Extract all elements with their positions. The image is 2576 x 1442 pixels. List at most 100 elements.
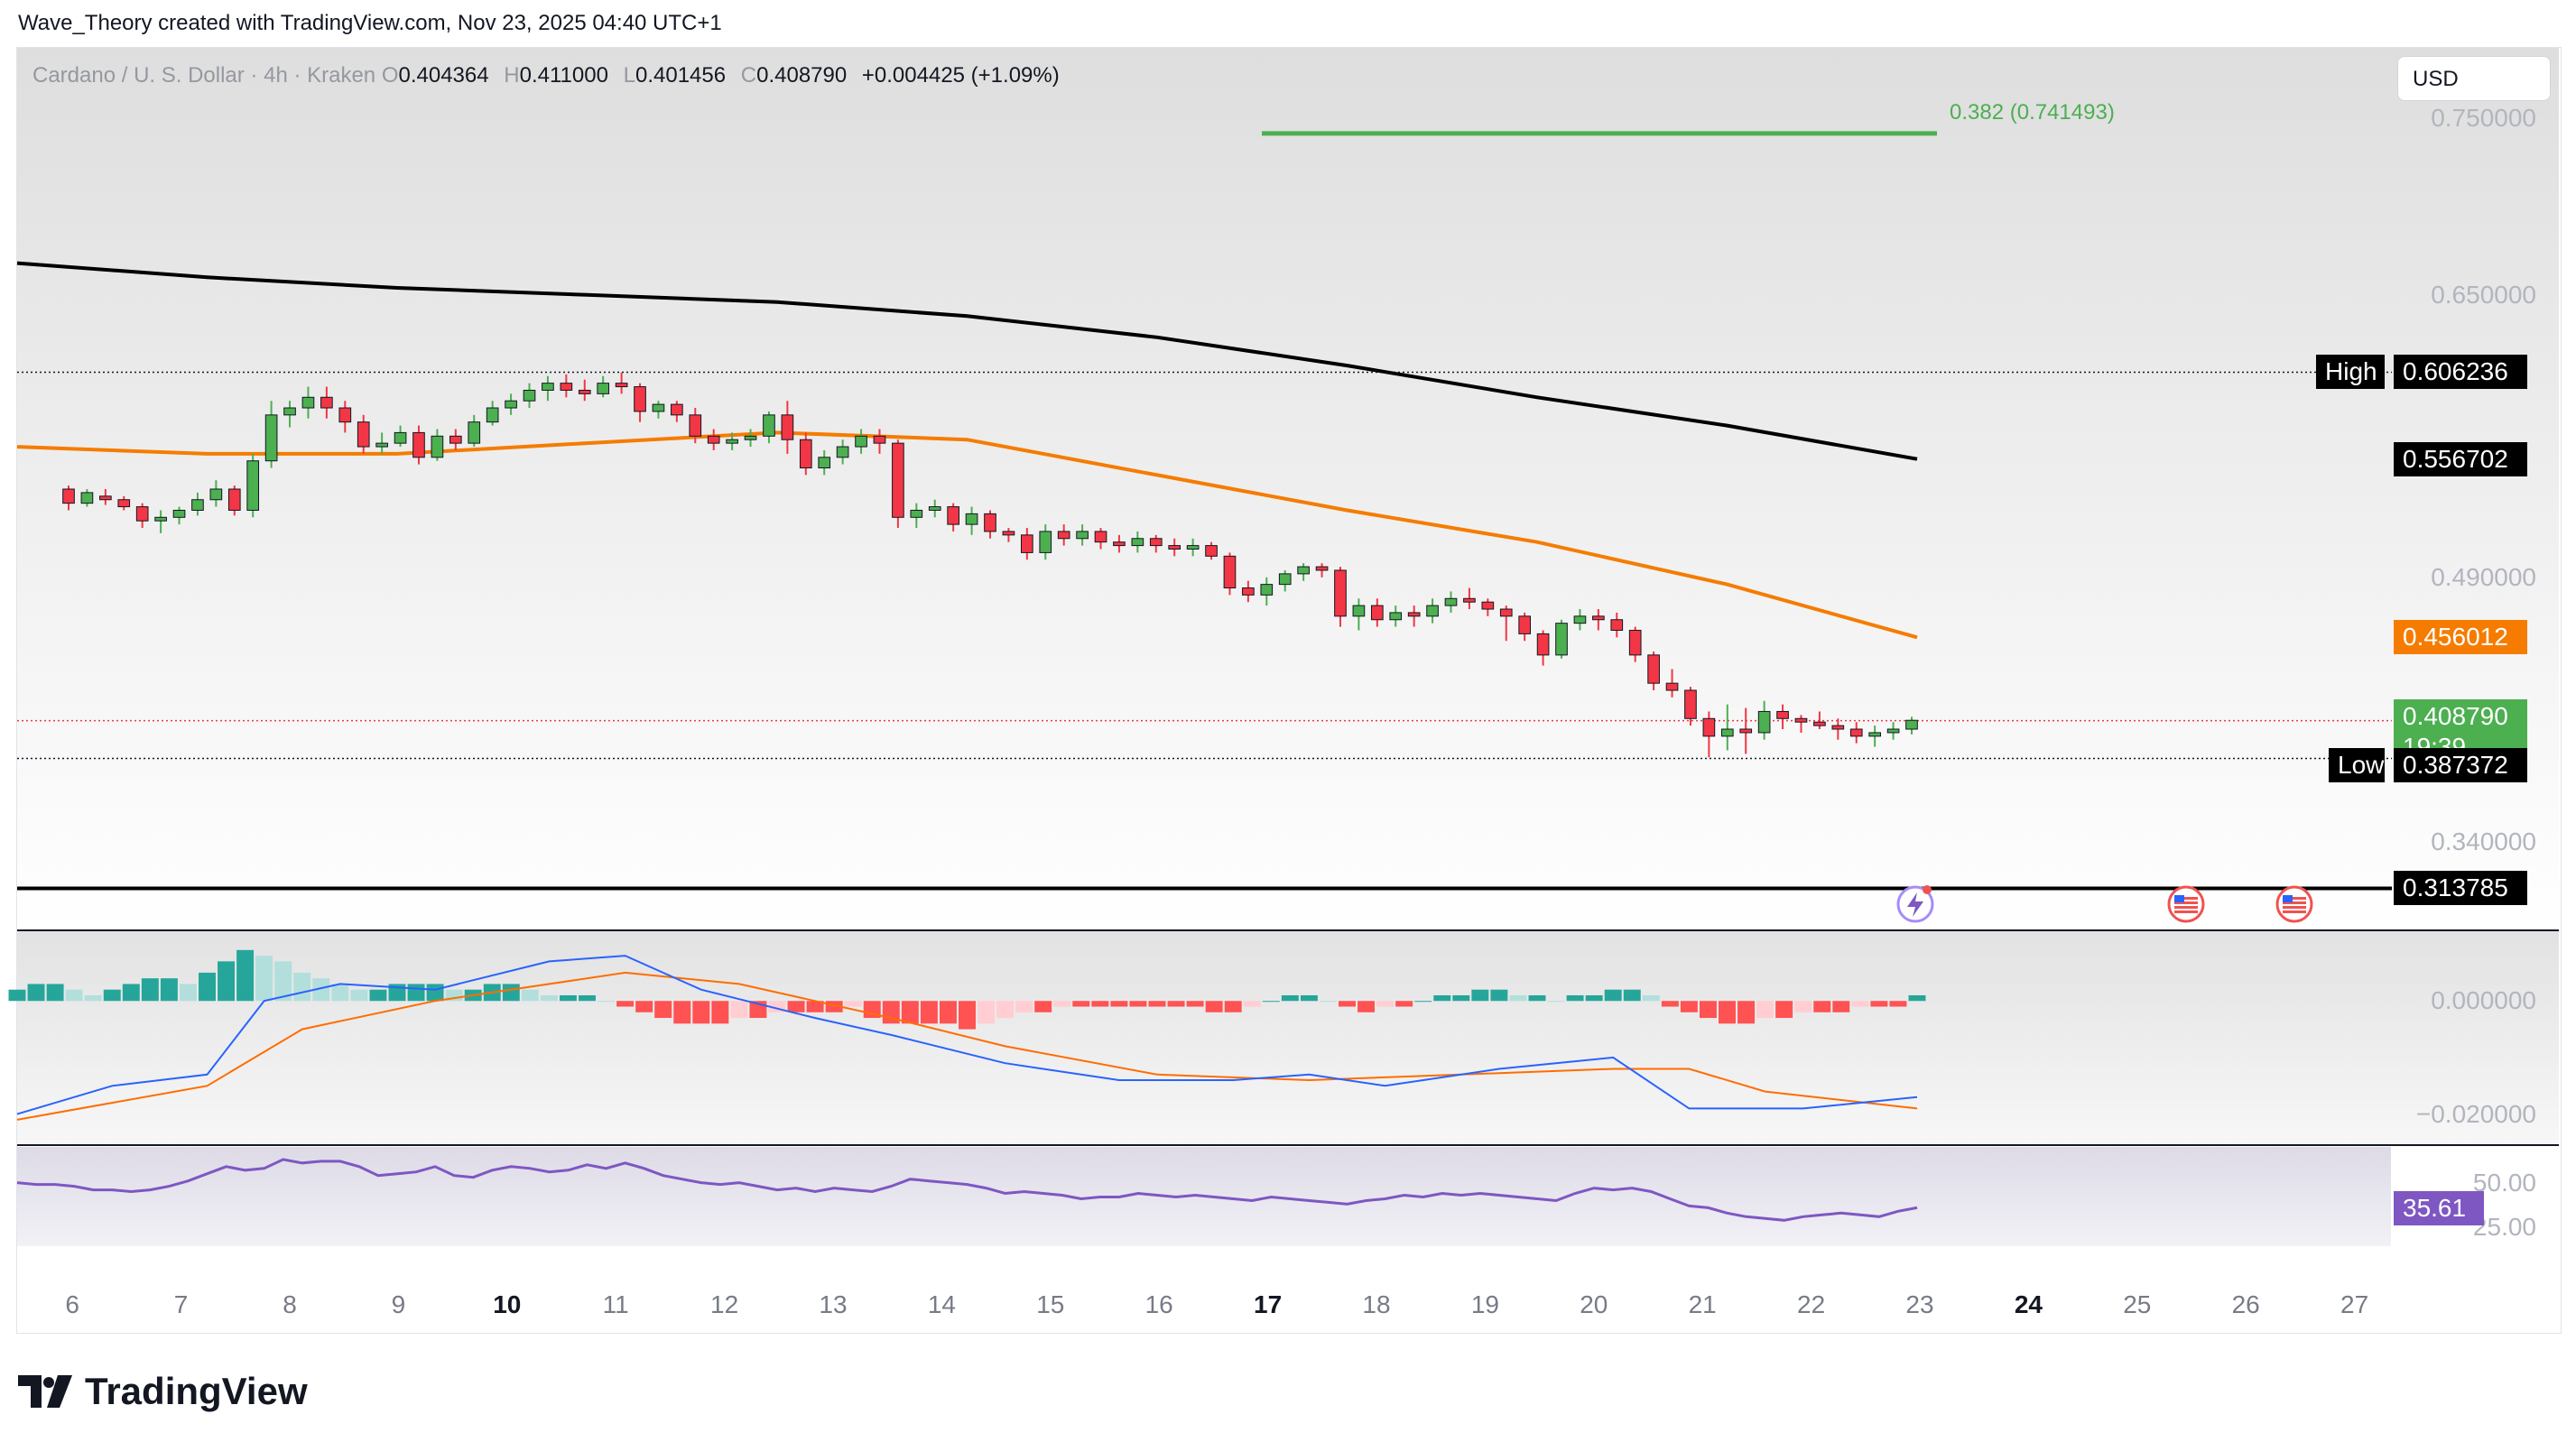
macd-histogram-bar xyxy=(1395,1001,1413,1007)
macd-axis-label: −0.020000 xyxy=(2415,1099,2536,1128)
candle-body xyxy=(246,460,260,511)
candle-body xyxy=(984,513,996,532)
price-axis-label: 0.750000 xyxy=(2431,104,2536,133)
ema-fast-tag: 0.456012 xyxy=(2394,620,2527,655)
candle-body xyxy=(726,439,738,444)
macd-histogram-bar xyxy=(1889,1001,1907,1007)
macd-histogram-bar xyxy=(1719,1001,1736,1024)
macd-histogram-bar xyxy=(996,1001,1015,1019)
macd-histogram-bar xyxy=(179,984,197,1002)
time-axis-label: 26 xyxy=(2231,1290,2260,1318)
macd-histogram-bar xyxy=(939,1001,957,1024)
candle-body xyxy=(1886,728,1900,734)
macd-histogram-bar xyxy=(369,989,387,1002)
macd-histogram-bar xyxy=(274,961,292,1002)
macd-histogram-bar xyxy=(293,972,311,1002)
time-axis-label: 22 xyxy=(1797,1290,1826,1318)
candle-body xyxy=(191,499,204,511)
candle-body xyxy=(1739,728,1753,734)
macd-line xyxy=(16,955,1918,1115)
currency-button[interactable]: USD xyxy=(2397,56,2551,101)
candle-body xyxy=(486,407,499,423)
flag-stripe xyxy=(2283,901,2306,904)
macd-histogram-bar xyxy=(1642,994,1660,1002)
candle-body xyxy=(1592,615,1605,621)
macd-histogram-bar xyxy=(426,984,444,1002)
macd-histogram-bar xyxy=(1072,1001,1090,1007)
time-axis-label: 13 xyxy=(819,1290,848,1318)
macd-histogram-bar xyxy=(160,978,178,1002)
time-axis-label: 27 xyxy=(2340,1290,2369,1318)
ohlc-legend[interactable]: Cardano / U. S. Dollar · 4h · Kraken O0.… xyxy=(32,63,1069,88)
time-axis-label: 8 xyxy=(283,1290,297,1318)
candle-body xyxy=(227,488,241,511)
macd-histogram-bar xyxy=(1186,1001,1204,1007)
macd-histogram-bar xyxy=(521,989,539,1002)
macd-axis-label: 0.000000 xyxy=(2431,986,2536,1015)
price-pane[interactable]: 0.382 (0.741493) xyxy=(16,100,2392,923)
macd-pane[interactable] xyxy=(8,949,1926,1121)
macd-histogram-bar xyxy=(46,984,64,1002)
candle-body xyxy=(394,431,407,444)
time-axis-label: 9 xyxy=(391,1290,406,1318)
macd-histogram-bar xyxy=(27,984,45,1002)
time-axis-label: 20 xyxy=(1580,1290,1608,1318)
candle-body xyxy=(301,396,315,409)
candle-body xyxy=(264,414,278,462)
candle-body xyxy=(1021,534,1033,553)
candle-body xyxy=(412,431,425,458)
low-value: 0.401456 xyxy=(635,63,727,88)
macd-histogram-bar xyxy=(1414,1001,1432,1003)
bolt-glyph xyxy=(1907,892,1923,917)
candle-body xyxy=(154,516,167,522)
candle-body xyxy=(1905,719,1918,730)
tradingview-logo[interactable]: TradingView xyxy=(18,1364,308,1419)
macd-histogram-bar xyxy=(1737,1001,1756,1024)
time-axis-label: 25 xyxy=(2123,1290,2152,1318)
macd-histogram-bar xyxy=(141,978,159,1002)
candle-body xyxy=(449,435,462,444)
candle-body xyxy=(505,400,517,409)
macd-histogram-bar xyxy=(1528,994,1546,1002)
candle-body xyxy=(172,509,186,518)
candle-body xyxy=(1002,531,1015,536)
macd-histogram-bar xyxy=(1339,1001,1356,1007)
candle-body xyxy=(1684,689,1697,719)
candle-body xyxy=(431,435,444,458)
candle-body xyxy=(1813,721,1826,726)
time-axis-label: 21 xyxy=(1688,1290,1717,1318)
candle-body xyxy=(634,386,646,412)
time-axis-label: 17 xyxy=(1254,1290,1283,1318)
macd-histogram-bar xyxy=(1509,994,1527,1002)
time-axis-label: 16 xyxy=(1144,1290,1173,1318)
macd-histogram-bar xyxy=(616,1001,635,1007)
macd-histogram-bar xyxy=(654,1001,672,1019)
candle-body xyxy=(855,435,867,448)
symbol-name[interactable]: Cardano / U. S. Dollar · 4h · Kraken xyxy=(32,63,376,88)
macd-histogram-bar xyxy=(1490,989,1508,1002)
candle-body xyxy=(1426,605,1439,617)
candle-body xyxy=(1776,710,1789,719)
candle-body xyxy=(707,435,720,444)
high-label: H xyxy=(504,63,520,88)
macd-histogram-bar xyxy=(1832,1001,1850,1012)
price-axis-label: 0.340000 xyxy=(2431,827,2536,856)
flag-stripe xyxy=(2283,906,2306,909)
high-tag-value: 0.606236 xyxy=(2394,355,2527,390)
candle-body xyxy=(1076,531,1089,540)
macd-histogram-bar xyxy=(540,994,558,1002)
macd-histogram-bar xyxy=(692,1001,710,1024)
macd-histogram-bar xyxy=(711,1001,729,1024)
last-price-value: 0.408790 xyxy=(2403,701,2508,730)
macd-histogram-bar xyxy=(122,984,140,1002)
candle-body xyxy=(1260,584,1274,596)
rsi-pane[interactable] xyxy=(16,1158,1918,1222)
macd-histogram-bar xyxy=(1034,1001,1052,1012)
ema-slow-tag: 0.556702 xyxy=(2394,442,2527,477)
flag-stripe xyxy=(2283,910,2306,913)
macd-histogram-bar xyxy=(959,1001,976,1030)
macd-histogram-bar xyxy=(331,984,349,1002)
candle-body xyxy=(1647,654,1660,684)
candle-body xyxy=(1573,615,1587,624)
